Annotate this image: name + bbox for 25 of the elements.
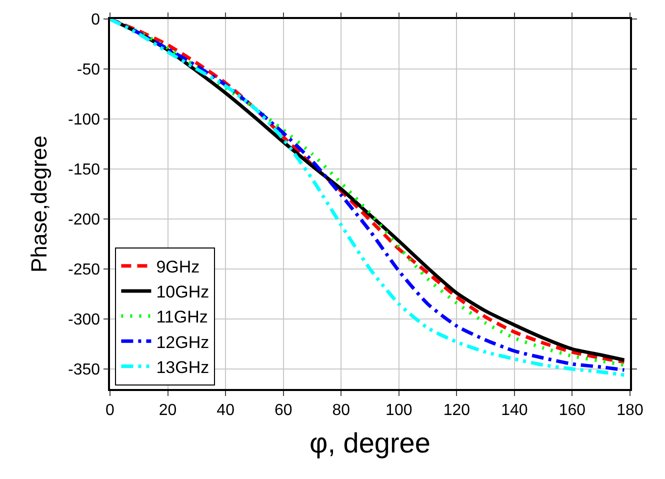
y-tick-label: -250	[68, 262, 100, 279]
y-tick-label: -200	[68, 212, 100, 229]
legend-label: 10GHz	[156, 282, 210, 302]
x-tick-label: 160	[558, 402, 586, 419]
y-tick-label: -150	[68, 162, 100, 179]
x-tick-label: 0	[106, 402, 115, 419]
x-tick-label: 80	[332, 402, 350, 419]
x-tick-label: 100	[386, 402, 412, 419]
y-axis-title: Phase,degree	[26, 136, 52, 272]
legend-label: 9GHz	[156, 257, 200, 276]
legend-label: 12GHz	[156, 332, 210, 352]
y-tick-label: -300	[68, 312, 100, 329]
y-tick-label: -350	[68, 362, 100, 379]
legend-label: 13GHz	[156, 358, 210, 377]
x-tick-label: 180	[616, 402, 644, 419]
x-tick-label: 120	[443, 402, 470, 419]
x-tick-label: 40	[216, 402, 235, 419]
x-tick-label: 20	[158, 402, 177, 419]
y-tick-label: -50	[76, 62, 100, 79]
x-tick-label: 60	[274, 402, 292, 419]
x-tick-label: 140	[501, 402, 528, 419]
legend-label: 11GHz	[156, 308, 208, 327]
x-axis-title: φ, degree	[310, 428, 430, 459]
y-tick-label: 0	[91, 12, 100, 29]
y-tick-label: -100	[68, 112, 100, 129]
